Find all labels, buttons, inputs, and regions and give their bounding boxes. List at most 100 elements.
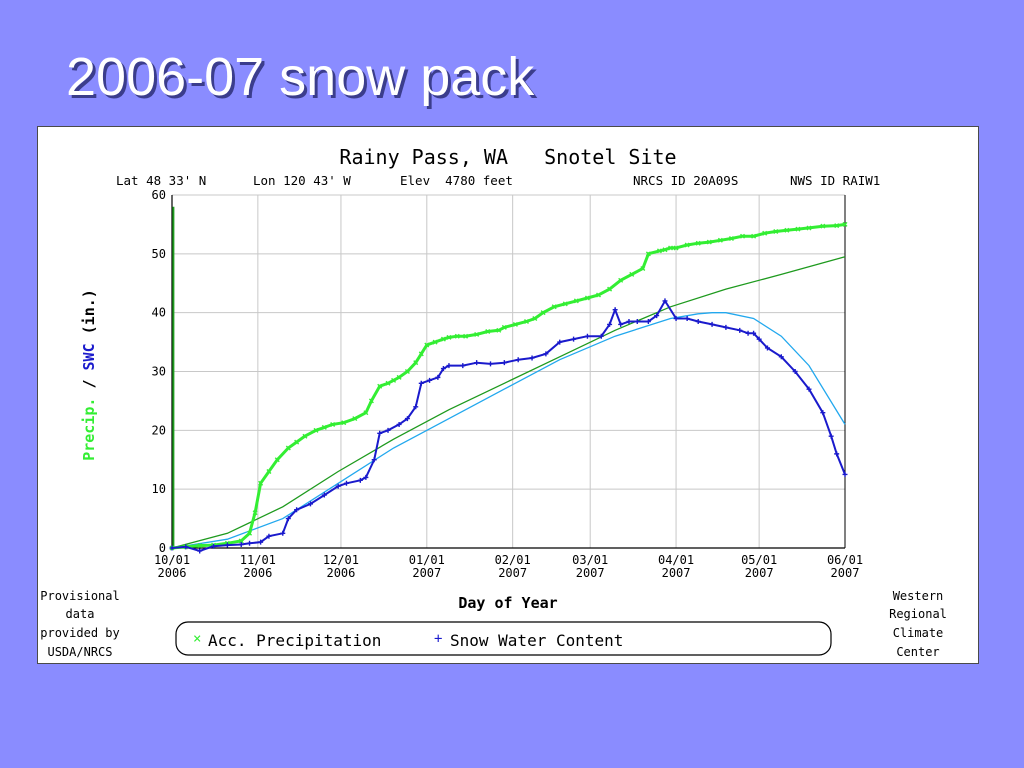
grid-lines (171, 194, 846, 549)
swc-point (169, 545, 175, 551)
precip-point (524, 318, 529, 324)
x-tick-year: 2007 (831, 566, 860, 580)
y-label-swc: SWC (80, 343, 98, 370)
station-lon: Lon 120 43' W (253, 173, 351, 188)
precip-point (474, 331, 480, 337)
x-tick-year: 2007 (662, 566, 691, 580)
precip-point (285, 445, 291, 451)
legend-precip-label: Acc. Precipitation (208, 631, 381, 650)
swc-point (385, 427, 391, 433)
precip-point (629, 271, 635, 277)
swc-point (335, 483, 341, 489)
precip-point (446, 334, 452, 340)
precip-point (551, 304, 557, 310)
precip-point (806, 225, 812, 231)
y-tick-labels: 0 10 20 30 40 50 60 (152, 188, 166, 555)
station-elev: Elev 4780 feet (400, 173, 513, 188)
swc-point (501, 360, 507, 366)
x-tick-year: 2006 (158, 566, 187, 580)
x-tick-label: 03/01 (572, 553, 608, 567)
x-tick-year: 2007 (576, 566, 605, 580)
swc-point (756, 336, 762, 342)
swc-point (792, 369, 798, 374)
precip-point (424, 342, 430, 348)
precip-point (751, 233, 757, 239)
x-tick-label: 02/01 (495, 553, 531, 567)
swc-point (695, 318, 701, 324)
swc-point (634, 318, 640, 324)
y-tick-label: 20 (152, 423, 166, 437)
swc-point (211, 543, 217, 549)
precip-point (584, 295, 590, 301)
precip-point (645, 251, 651, 257)
precip-point (706, 239, 712, 245)
precip-point (668, 245, 674, 251)
swc-point (751, 330, 757, 336)
swc-point (280, 530, 286, 536)
swc-point (474, 360, 480, 366)
swc-point (266, 533, 272, 539)
precip-point (562, 301, 568, 307)
y-label-units: (in.) (80, 289, 98, 343)
wrcc-note-line: Center (896, 645, 939, 659)
precip-point (363, 410, 369, 416)
swc-point (487, 361, 493, 367)
precip-point (238, 538, 244, 544)
precip-point (596, 292, 602, 298)
precip-point (717, 237, 723, 243)
x-tick-labels: 10/01200611/01200612/01200601/01200702/0… (154, 553, 863, 580)
provisional-note-line: USDA/NRCS (47, 645, 112, 659)
precip-point (330, 421, 336, 427)
precip-point (252, 510, 258, 516)
swc-point (598, 333, 604, 339)
swc-point (258, 539, 264, 545)
precip-point (463, 333, 469, 339)
wrcc-note-line: Western (893, 589, 944, 603)
wrcc-note: Western Regional Climate Center (889, 589, 947, 659)
precip-point (258, 480, 264, 486)
swc-point (440, 366, 446, 372)
swc-point (662, 298, 668, 304)
swc-point (321, 492, 327, 498)
swc-point (427, 377, 433, 383)
chart-frame: Rainy Pass, WA Snotel Site Lat 48 33' N … (37, 126, 979, 664)
swc-point (806, 386, 812, 392)
swc-point (357, 477, 363, 483)
x-tick-label: 04/01 (658, 553, 694, 567)
swc-point (684, 316, 690, 322)
legend: × Acc. Precipitation + Snow Water Conten… (175, 621, 832, 656)
station-info: Lat 48 33' N Lon 120 43' W Elev 4780 fee… (116, 173, 880, 188)
precip-point (197, 543, 203, 549)
precip-point (321, 424, 327, 430)
swc-point (543, 351, 549, 357)
x-tick-year: 2007 (745, 566, 774, 580)
precip-point (454, 333, 460, 339)
swc-point (396, 421, 402, 427)
precip-point (618, 277, 624, 283)
legend-box (175, 621, 832, 656)
precip-point (740, 233, 746, 239)
swc-point (673, 316, 679, 322)
swc-point (571, 336, 577, 342)
precip-point (247, 530, 253, 536)
swc-point (446, 363, 452, 369)
precip-point (784, 227, 790, 233)
swc-point (418, 380, 424, 386)
x-tick-label: 06/01 (827, 553, 863, 567)
precip-point (274, 457, 280, 463)
swc-point (612, 307, 618, 313)
precip-point (352, 416, 358, 422)
provisional-note: Provisional data provided by USDA/NRCS (40, 589, 119, 659)
precip-point (573, 298, 579, 304)
x-tick-year: 2007 (498, 566, 527, 580)
swc-point (197, 548, 203, 554)
precip-point (773, 228, 779, 234)
precip-point (440, 336, 446, 342)
swc-point (820, 410, 826, 416)
x-tick-year: 2006 (326, 566, 355, 580)
swc-point (645, 318, 651, 324)
swc-point (460, 363, 466, 369)
series-group (169, 206, 848, 554)
precip-point (695, 240, 701, 246)
precip-normal-line (171, 256, 846, 549)
